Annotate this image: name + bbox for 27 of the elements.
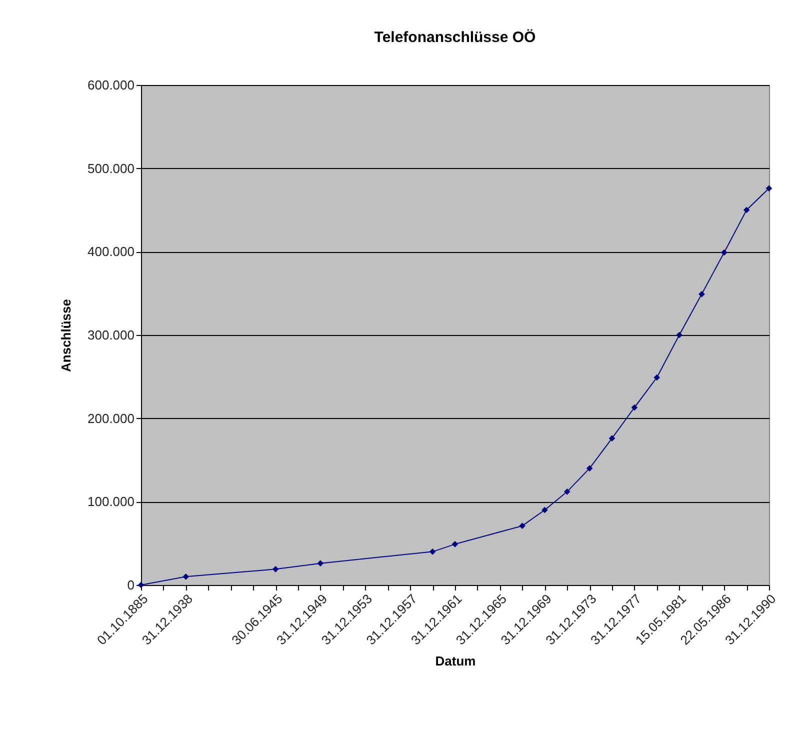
point [452, 541, 458, 548]
point [519, 522, 526, 529]
point [564, 488, 570, 495]
y-tick-label: 200.000 [88, 410, 134, 426]
y-tick-label: 100.000 [88, 494, 134, 510]
point [720, 249, 728, 256]
point [272, 566, 279, 572]
x-axis-title: Datum [435, 654, 476, 669]
y-axis-title: Anschlüsse [58, 299, 74, 372]
y-tick-label: 500.000 [88, 160, 134, 176]
point [698, 291, 705, 298]
point [586, 465, 593, 472]
point [608, 435, 616, 442]
point [542, 506, 548, 514]
point [676, 332, 682, 338]
point [766, 185, 772, 192]
y-tick-label: 300.000 [88, 328, 134, 342]
y-tick-label: 400.000 [88, 244, 134, 260]
point [631, 404, 638, 411]
point [429, 548, 436, 555]
y-tick-label: 0 [127, 578, 134, 592]
y-tick-label: 600.000 [88, 78, 134, 92]
chart-title: Telefonanschlüsse OÖ [374, 29, 536, 46]
point [654, 374, 660, 381]
point [182, 574, 190, 580]
point [743, 206, 750, 214]
point [317, 560, 324, 566]
